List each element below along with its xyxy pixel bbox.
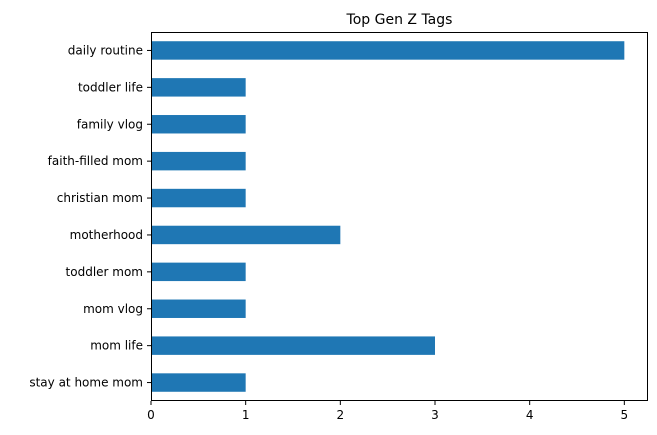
y-tick-label: toddler mom [66,265,143,279]
bar-toddler-mom [151,262,246,282]
bar-mom-life [151,336,435,355]
y-tick-label: faith-filled mom [48,154,143,168]
bar-faith-filled-mom [151,151,246,171]
x-tick-label: 3 [431,408,439,422]
x-tick-label: 5 [621,408,629,422]
bar-mom-vlog [151,299,246,318]
x-tick-label: 0 [147,408,155,422]
y-ticks-layer: daily routine toddler life family vlog fait… [29,43,151,390]
bar-motherhood [151,225,341,245]
plot-frame [151,32,648,401]
bar-christian-mom [151,188,246,208]
x-ticks-layer: 0 1 2 3 4 5 [147,401,628,422]
y-tick-label: mom life [90,339,143,353]
chart-title: Top Gen Z Tags [346,12,453,28]
x-tick-label: 1 [242,408,250,422]
y-tick-label: daily routine [68,43,143,57]
x-tick-label: 2 [337,408,345,422]
y-tick-label: christian mom [57,191,143,205]
bar-family-vlog [151,115,246,134]
bar-toddler-life [151,78,246,97]
y-tick-label: mom vlog [83,302,143,316]
y-tick-label: stay at home mom [29,376,143,390]
x-tick-label: 4 [526,408,534,422]
y-tick-label: motherhood [70,228,143,242]
y-tick-label: family vlog [77,117,143,131]
bar-stay-at-home-mom [151,373,246,392]
bar-daily-routine [151,41,625,60]
bars-layer [151,41,625,392]
y-tick-label: toddler life [78,80,143,94]
